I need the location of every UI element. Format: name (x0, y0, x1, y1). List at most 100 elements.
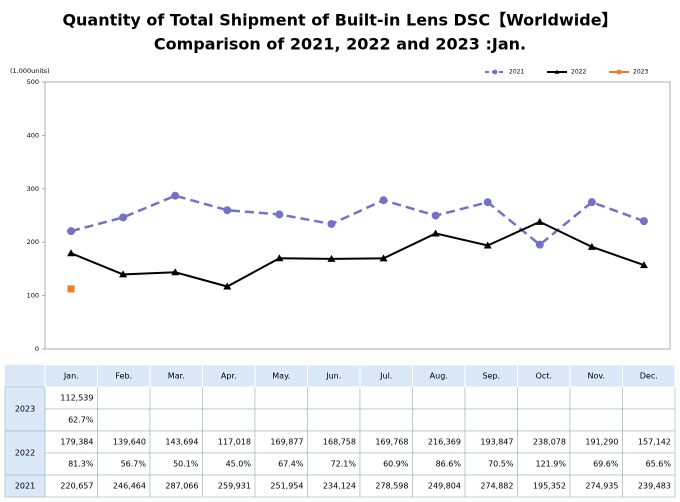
data-point (171, 268, 180, 276)
table-header: Jun. (325, 372, 341, 381)
table-cell (412, 408, 466, 432)
table-cell (622, 474, 676, 498)
table-header: Mar. (168, 372, 185, 381)
table-cell (359, 408, 413, 432)
data-point (639, 261, 648, 269)
data-point (587, 242, 596, 250)
data-point (327, 219, 336, 228)
table-value: 139,640 (113, 438, 146, 447)
data-point (223, 282, 232, 290)
table-value: 65.6% (646, 460, 672, 469)
table-cell (254, 386, 308, 410)
legend-marker (554, 69, 560, 74)
table-header: Apr. (221, 372, 237, 381)
data-point (483, 198, 492, 207)
table-value: 278,598 (375, 482, 408, 491)
table-value: 274,882 (480, 482, 513, 491)
table-value: 259,931 (218, 482, 251, 491)
table-value: 193,847 (480, 438, 513, 447)
table-value: 62.7% (68, 416, 94, 425)
table-header: Aug. (430, 372, 448, 381)
data-point (431, 229, 440, 237)
table-value: 239,483 (638, 482, 671, 491)
table-value: 251,954 (270, 482, 303, 491)
table-value: 81.3% (68, 460, 94, 469)
table-value: 249,804 (428, 482, 461, 491)
table-header-bg (5, 365, 675, 387)
table-value: 191,290 (585, 438, 618, 447)
table-value: 50.1% (173, 460, 199, 469)
table-value: 238,078 (533, 438, 566, 447)
table-value: 157,142 (638, 438, 671, 447)
y-tick-label: 300 (27, 185, 39, 193)
table-value: 67.4% (278, 460, 304, 469)
series-line (70, 220, 645, 288)
table-cell (464, 408, 518, 432)
data-point (327, 254, 336, 262)
table-cell (359, 386, 413, 410)
table-header: Nov. (587, 372, 605, 381)
y-axis-label: (1,000units) (10, 67, 50, 75)
table-cell (202, 386, 256, 410)
table-cell (149, 386, 203, 410)
data-point (119, 270, 128, 278)
chart-subtitle: Comparison of 2021, 2022 and 2023 :Jan. (154, 35, 526, 54)
table-cell (517, 408, 571, 432)
data-point (275, 210, 284, 219)
table-cell (97, 408, 151, 432)
data-point (67, 285, 75, 293)
table-header-cell (622, 364, 676, 388)
table-header: Sep. (482, 372, 500, 381)
table-header: Oct. (536, 372, 552, 381)
table-value: 121.9% (535, 460, 566, 469)
table-value: 220,657 (60, 482, 93, 491)
data-point (223, 206, 232, 215)
table-value: 169,768 (375, 438, 408, 447)
table-value: 179,384 (60, 438, 93, 447)
table-header: Jul. (379, 372, 392, 381)
table-value: 112,539 (60, 394, 93, 403)
data-point (171, 191, 180, 200)
table-cell (569, 408, 623, 432)
table-cell (307, 408, 361, 432)
table-row-label: 2022 (15, 449, 35, 458)
data-point (587, 198, 596, 207)
data-point (275, 254, 284, 262)
table-value: 246,464 (113, 482, 146, 491)
table-value: 56.7% (121, 460, 147, 469)
table-cell (307, 386, 361, 410)
table-header: Feb. (115, 372, 132, 381)
table-value: 45.0% (226, 460, 252, 469)
data-point (379, 254, 388, 262)
table-cell (569, 386, 623, 410)
table-value: 117,018 (218, 438, 251, 447)
data-point (67, 249, 76, 257)
table-header: Dec. (640, 372, 658, 381)
table-value: 86.6% (436, 460, 462, 469)
table-value: 69.6% (593, 460, 619, 469)
table-cell (517, 386, 571, 410)
table-header: May. (272, 372, 290, 381)
table-value: 195,352 (533, 482, 566, 491)
data-point (67, 227, 76, 236)
table-cell (97, 386, 151, 410)
table-value: 169,877 (270, 438, 303, 447)
table-value: 60.9% (383, 460, 409, 469)
table-cell (622, 386, 676, 410)
plot-frame (44, 81, 671, 350)
y-tick-label: 0 (35, 345, 39, 353)
table-cell (464, 386, 518, 410)
table-cell (149, 408, 203, 432)
data-point (483, 241, 492, 249)
table-row-label: 2021 (15, 482, 35, 491)
table-value: 287,066 (165, 482, 198, 491)
table-cell (412, 386, 466, 410)
table-cell (254, 408, 308, 432)
legend-label: 2021 (509, 69, 524, 76)
y-tick-label: 200 (27, 238, 39, 246)
y-tick-label: 100 (27, 292, 39, 300)
data-point (119, 213, 128, 222)
table-value: 72.1% (331, 460, 357, 469)
y-tick-label: 400 (27, 131, 39, 139)
